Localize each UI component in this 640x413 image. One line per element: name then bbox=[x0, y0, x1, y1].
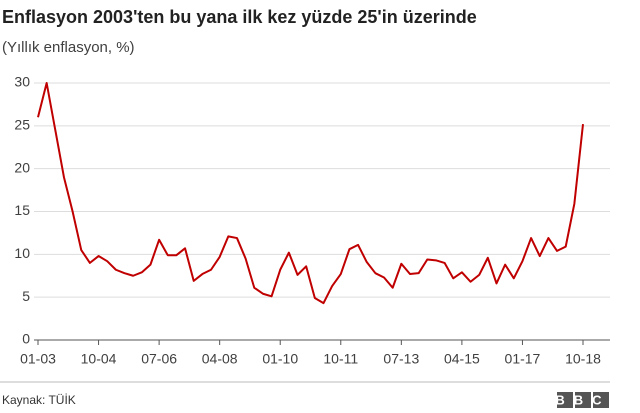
x-tick-label: 01-17 bbox=[505, 351, 541, 367]
x-tick-label: 10-11 bbox=[323, 351, 358, 367]
chart-subtitle: (Yıllık enflasyon, %) bbox=[2, 39, 135, 56]
x-tick-label: 01-10 bbox=[262, 351, 298, 367]
y-tick-label: 20 bbox=[14, 159, 30, 175]
y-tick-label: 25 bbox=[14, 117, 30, 133]
x-tick-label: 07-13 bbox=[383, 351, 419, 367]
x-tick-label: 10-18 bbox=[565, 351, 601, 367]
x-tick-label: 04-15 bbox=[444, 351, 480, 367]
data-line bbox=[37, 82, 584, 305]
y-tick-label: 10 bbox=[14, 245, 30, 261]
y-tick-label: 0 bbox=[22, 331, 30, 347]
x-tick-label: 01-03 bbox=[20, 351, 56, 367]
x-tick-label: 07-06 bbox=[141, 351, 177, 367]
x-tick-label: 10-04 bbox=[81, 351, 117, 367]
y-tick-label: 5 bbox=[22, 288, 30, 304]
y-tick-label: 30 bbox=[14, 74, 30, 90]
x-tick-label: 04-08 bbox=[202, 351, 238, 367]
logo-text: BBC bbox=[555, 392, 610, 407]
chart-title: Enflasyon 2003'ten bu yana ilk kez yüzde… bbox=[2, 7, 477, 27]
logo: BBC bbox=[555, 392, 610, 408]
y-tick-label: 15 bbox=[14, 202, 30, 218]
source: Kaynak: TÜİK bbox=[2, 393, 76, 407]
